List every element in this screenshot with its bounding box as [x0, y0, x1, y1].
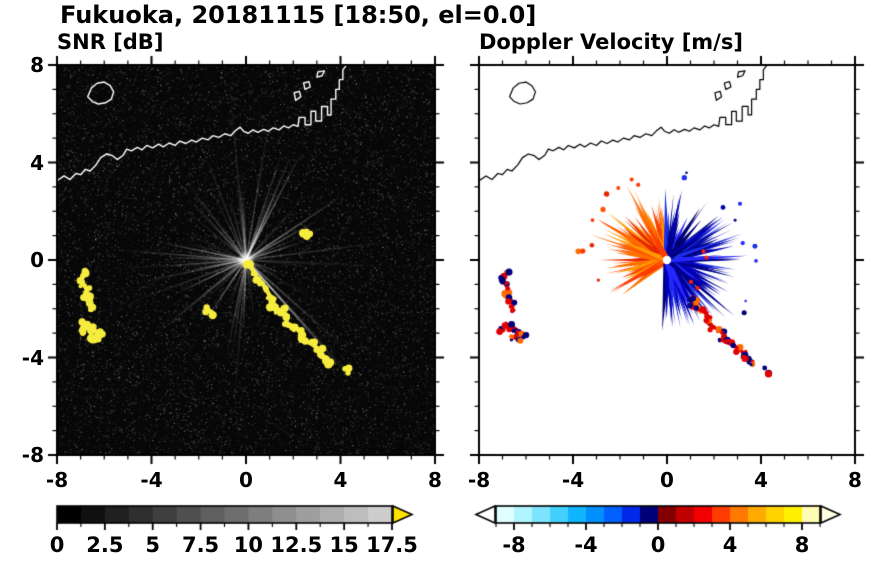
- doppler-x-tick-label: 0: [660, 468, 674, 492]
- doppler-colorbar-label: -4: [574, 533, 598, 557]
- panel-title-snr: SNR [dB]: [57, 30, 164, 54]
- doppler-plot-area: [479, 65, 855, 455]
- doppler-x-tick-label: -8: [467, 468, 491, 492]
- snr-colorbar-label: 0: [49, 533, 65, 557]
- snr-y-tick-label: 8: [30, 53, 44, 77]
- figure-title: Fukuoka, 20181115 [18:50, el=0.0]: [60, 1, 537, 29]
- snr-colorbar: [57, 506, 412, 523]
- snr-x-tick-label: 8: [428, 468, 442, 492]
- snr-x-tick-label: -4: [140, 468, 163, 492]
- snr-plot-area: [57, 65, 435, 455]
- snr-x-tick-label: -8: [45, 468, 69, 492]
- doppler-x-tick-label: -4: [561, 468, 585, 492]
- snr-y-tick-label: -4: [21, 345, 44, 370]
- snr-y-tick-label: 4: [30, 150, 44, 175]
- doppler-x-tick-label: 8: [848, 468, 862, 492]
- doppler-colorbar-label: 0: [650, 533, 666, 557]
- snr-y-tick-label: 0: [30, 248, 44, 272]
- snr-x-tick-label: 0: [239, 468, 253, 492]
- doppler-x-tick-label: 4: [754, 468, 768, 492]
- snr-x-tick-label: 4: [333, 468, 348, 492]
- snr-colorbar-label: 10: [233, 533, 264, 557]
- snr-colorbar-label: 2.5: [86, 533, 124, 557]
- snr-colorbar-label: 5: [145, 533, 161, 557]
- snr-y-tick-label: -8: [21, 443, 44, 467]
- doppler-colorbar-label: 8: [794, 533, 810, 557]
- snr-colorbar-label: 17.5: [366, 533, 418, 557]
- panel-title-doppler: Doppler Velocity [m/s]: [479, 30, 743, 54]
- doppler-colorbar: [477, 506, 840, 523]
- doppler-colorbar-label: 4: [722, 533, 738, 557]
- snr-colorbar-label: 15: [329, 533, 359, 557]
- snr-colorbar-label: 7.5: [181, 533, 220, 557]
- doppler-colorbar-label: -8: [502, 533, 526, 557]
- snr-colorbar-label: 12.5: [270, 533, 323, 557]
